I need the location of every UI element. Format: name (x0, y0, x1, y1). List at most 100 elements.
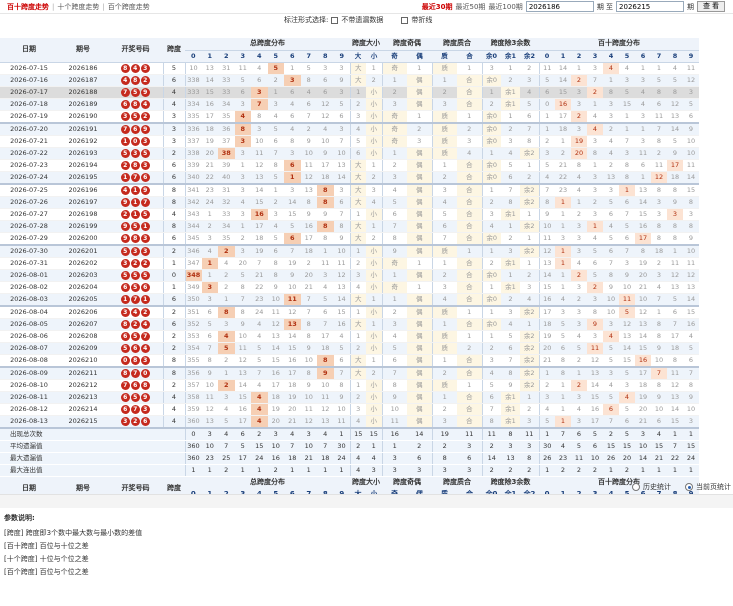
no-omission-checkbox[interactable] (331, 16, 339, 24)
table-row[interactable]: 2026-07-27 2026198 2 1 5 4 343 1 33 3 16 3 15 9 9 7 1 小 6 偶… (0, 208, 699, 221)
col-issue: 期号 (58, 38, 108, 63)
total-span-cell: 7 (251, 366, 268, 380)
size-cell: 4 (349, 415, 366, 429)
mod-cell: 5 (520, 98, 539, 111)
table-row[interactable]: 2026-07-20 2026191 7 6 9 3 336 18 36 8 3 5 4 2 4 3 4 小奇 2 质… (0, 122, 699, 136)
bs-span-cell: 2 (555, 147, 571, 160)
pc-cell: 1 (431, 257, 457, 270)
total-span-cell: 20 (284, 403, 301, 416)
size-cell: 小 (366, 135, 382, 148)
row-span-value: 2 (162, 305, 185, 319)
total-span-cell: 11 (284, 293, 301, 307)
total-span-cell: 15 (234, 391, 251, 404)
from-issue-input[interactable] (525, 1, 594, 12)
total-span-cell: 4 (251, 330, 268, 343)
total-span-cell: 13 (234, 366, 251, 380)
table-row[interactable]: 2026-08-02 2026204 6 5 6 1 349 3 2 8 22 9 10 21 4 13 4 小奇… (0, 281, 699, 294)
mod-cell: 1 (481, 183, 501, 197)
table-row[interactable]: 2026-07-25 2026196 4 1 9 8 341 23 31 3 14 1 3 13 8 3 大 3 4… (0, 183, 699, 197)
table-row[interactable]: 2026-07-15 2026186 8 4 3 5 10 13 31 11 4 5 1 5 3 3 大 1 奇 1 质… (0, 62, 699, 75)
current-page-stat-radio[interactable] (685, 483, 693, 491)
size-cell: 3 (349, 403, 366, 416)
total-span-cell: 22 (251, 281, 268, 294)
pc-cell: 合 (457, 366, 482, 380)
table-row[interactable]: 2026-08-10 2026212 7 6 8 2 357 10 2 14 4 17 18 9 10 8 1 小… (0, 379, 699, 392)
size-cell: 大 (349, 354, 366, 368)
recent-30-link[interactable]: 最近30期 (421, 2, 453, 11)
total-span-cell: 3 (234, 208, 251, 221)
total-span-cell: 5 (284, 220, 301, 233)
pc-cell: 1 (431, 391, 457, 404)
table-row[interactable]: 2026-07-23 2026194 2 8 3 6 339 21 39 1 12 8 6 11 17 13 大… (0, 159, 699, 172)
table-row[interactable]: 2026-07-28 2026199 9 5 1 8 344 2 34 1 17 4 5 16 8 8 大 1 7 偶… (0, 220, 699, 233)
table-row[interactable]: 2026-07-26 2026197 9 1 7 8 342 24 32 4 15 2 14 8 8 6 大 4 5… (0, 196, 699, 209)
table-row[interactable]: 2026-08-11 2026213 6 5 9 4 358 11 3 15 4 18 19 10 11 9 2… (0, 391, 699, 404)
bs-span-cell: 13 (587, 366, 603, 380)
table-row[interactable]: 2026-07-24 2026195 1 7 6 6 340 22 40 3 13 5 1 12 18 14 大… (0, 171, 699, 185)
table-row[interactable]: 2026-07-31 2026202 3 2 2 1 347 1 4 20 7 8 19 2 11 11 2 小奇… (0, 257, 699, 270)
table-row[interactable]: 2026-08-05 2026207 8 2 4 6 352 5 3 9 4 12 13 8 7 16 大 1 3 偶… (0, 318, 699, 331)
tab-bai-ge-span[interactable]: 百个跨度走势 (107, 2, 150, 11)
total-span-cell: 16 (267, 366, 284, 380)
table-row[interactable]: 2026-07-29 2026200 9 8 3 6 345 3 35 2 18 5 6 17 8 9 大 2 8 偶… (0, 232, 699, 246)
mod-cell: 7 (501, 183, 520, 197)
table-row[interactable]: 2026-08-06 2026208 6 5 7 2 353 6 4 10 4 13 14 8 17 4 1 小 4… (0, 330, 699, 343)
table-row[interactable]: 2026-07-30 2026201 5 3 3 2 346 4 2 3 19 6 7 18 1 10 1 小 9 偶… (0, 244, 699, 258)
polyline-checkbox[interactable] (401, 16, 409, 24)
total-span-cell: 39 (218, 159, 235, 172)
bs-span-cell: 5 (619, 220, 635, 233)
bs-span-cell: 1 (555, 220, 571, 233)
bs-span-cell: 11 (635, 147, 651, 160)
table-row[interactable]: 2026-08-07 2026209 5 6 4 2 354 7 5 11 5 14 15 9 18 5 2 小 5… (0, 342, 699, 355)
total-span-cell: 3 (267, 208, 284, 221)
table-row[interactable]: 2026-08-12 2026214 6 7 3 4 359 12 4 16 4 19 20 11 12 10… (0, 403, 699, 416)
stats-value: 6 (571, 427, 587, 441)
group-span-odd-even: 跨度奇偶 (382, 38, 432, 51)
history-stat-radio[interactable] (632, 483, 640, 491)
table-row[interactable]: 2026-07-21 2026192 1 0 3 3 337 19 37 3 10 6 8 9 10 7 5 小奇… (0, 135, 699, 148)
size-cell: 2 (366, 74, 382, 87)
table-row[interactable]: 2026-08-13 2026215 3 2 6 4 360 13 5 17 4 20 21 12 13 11… (0, 415, 699, 429)
to-issue-input[interactable] (616, 1, 685, 12)
table-row[interactable]: 2026-07-18 2026189 6 8 4 4 334 16 34 3 7 3 4 6 12 5 2 小 3 偶… (0, 98, 699, 111)
table-row[interactable]: 2026-08-03 2026205 1 7 1 6 350 3 1 7 23 10 11 7 5 14 大 1 1… (0, 293, 699, 307)
bs-span-cell: 17 (667, 330, 683, 343)
bs-span-cell: 9 (651, 391, 667, 404)
table-row[interactable]: 2026-08-09 2026211 8 7 0 8 356 9 1 13 7 16 17 8 9 7 大 2 7 偶… (0, 366, 699, 380)
bs-span-cell: 19 (635, 391, 651, 404)
total-span-cell: 8 (284, 135, 301, 148)
bs-span-cell: 9 (667, 147, 683, 160)
total-span-cell: 345 (184, 232, 202, 246)
footer-strip (0, 494, 733, 508)
total-span-cell: 18 (201, 122, 218, 136)
table-row[interactable]: 2026-08-01 2026203 5 5 5 0 348 1 2 5 21 8 9 20 3 12 3 小 1 偶… (0, 269, 699, 282)
mod-cell: 余0 (481, 110, 501, 124)
bs-span-cell: 4 (538, 403, 555, 416)
tab-bai-shi-span[interactable]: 百十跨度走势 (7, 2, 49, 11)
table-row[interactable]: 2026-07-17 2026188 7 5 9 4 333 15 33 6 3 1 6 4 6 3 1 小 2 偶 2… (0, 86, 699, 99)
table-row[interactable]: 2026-07-16 2026187 4 8 2 6 338 14 33 5 6 2 3 8 6 9 大 2 1 偶 1… (0, 74, 699, 87)
mod-header: 余2 (520, 50, 539, 63)
oe-cell: 8 (381, 232, 407, 246)
recent-100-link[interactable]: 最近100期 (488, 2, 523, 11)
stats-value: 11 (481, 427, 501, 441)
total-digit-header: 5 (267, 50, 284, 63)
table-row[interactable]: 2026-07-19 2026190 3 5 2 3 335 17 35 4 8 4 6 7 12 6 3 小奇 1… (0, 110, 699, 124)
table-row[interactable]: 2026-08-04 2026206 3 4 2 2 351 6 8 8 24 11 12 7 6 15 1 小 2… (0, 305, 699, 319)
draw-ball: 5 (120, 246, 130, 256)
total-span-cell: 10 (284, 281, 301, 294)
tab-shi-ge-span[interactable]: 十个跨度走势 (57, 2, 100, 11)
row-issue: 2026204 (58, 281, 108, 294)
recent-50-link[interactable]: 最近50期 (455, 2, 486, 11)
bs-span-cell: 14 (683, 171, 699, 185)
total-span-cell: 4 (251, 379, 268, 392)
search-button[interactable]: 查 看 (697, 1, 725, 12)
size-cell: 1 (366, 293, 382, 307)
stats-label: 出现总次数 (0, 427, 185, 441)
table-row[interactable]: 2026-08-08 2026210 0 8 3 8 355 8 2 12 5 15 16 10 8 6 大 1 6… (0, 354, 699, 368)
table-row[interactable]: 2026-07-22 2026193 5 3 5 2 338 20 38 3 11 7 3 10 9 10 6 小… (0, 147, 699, 160)
size-cell: 小 (366, 342, 382, 355)
total-span-cell: 11 (300, 159, 317, 172)
